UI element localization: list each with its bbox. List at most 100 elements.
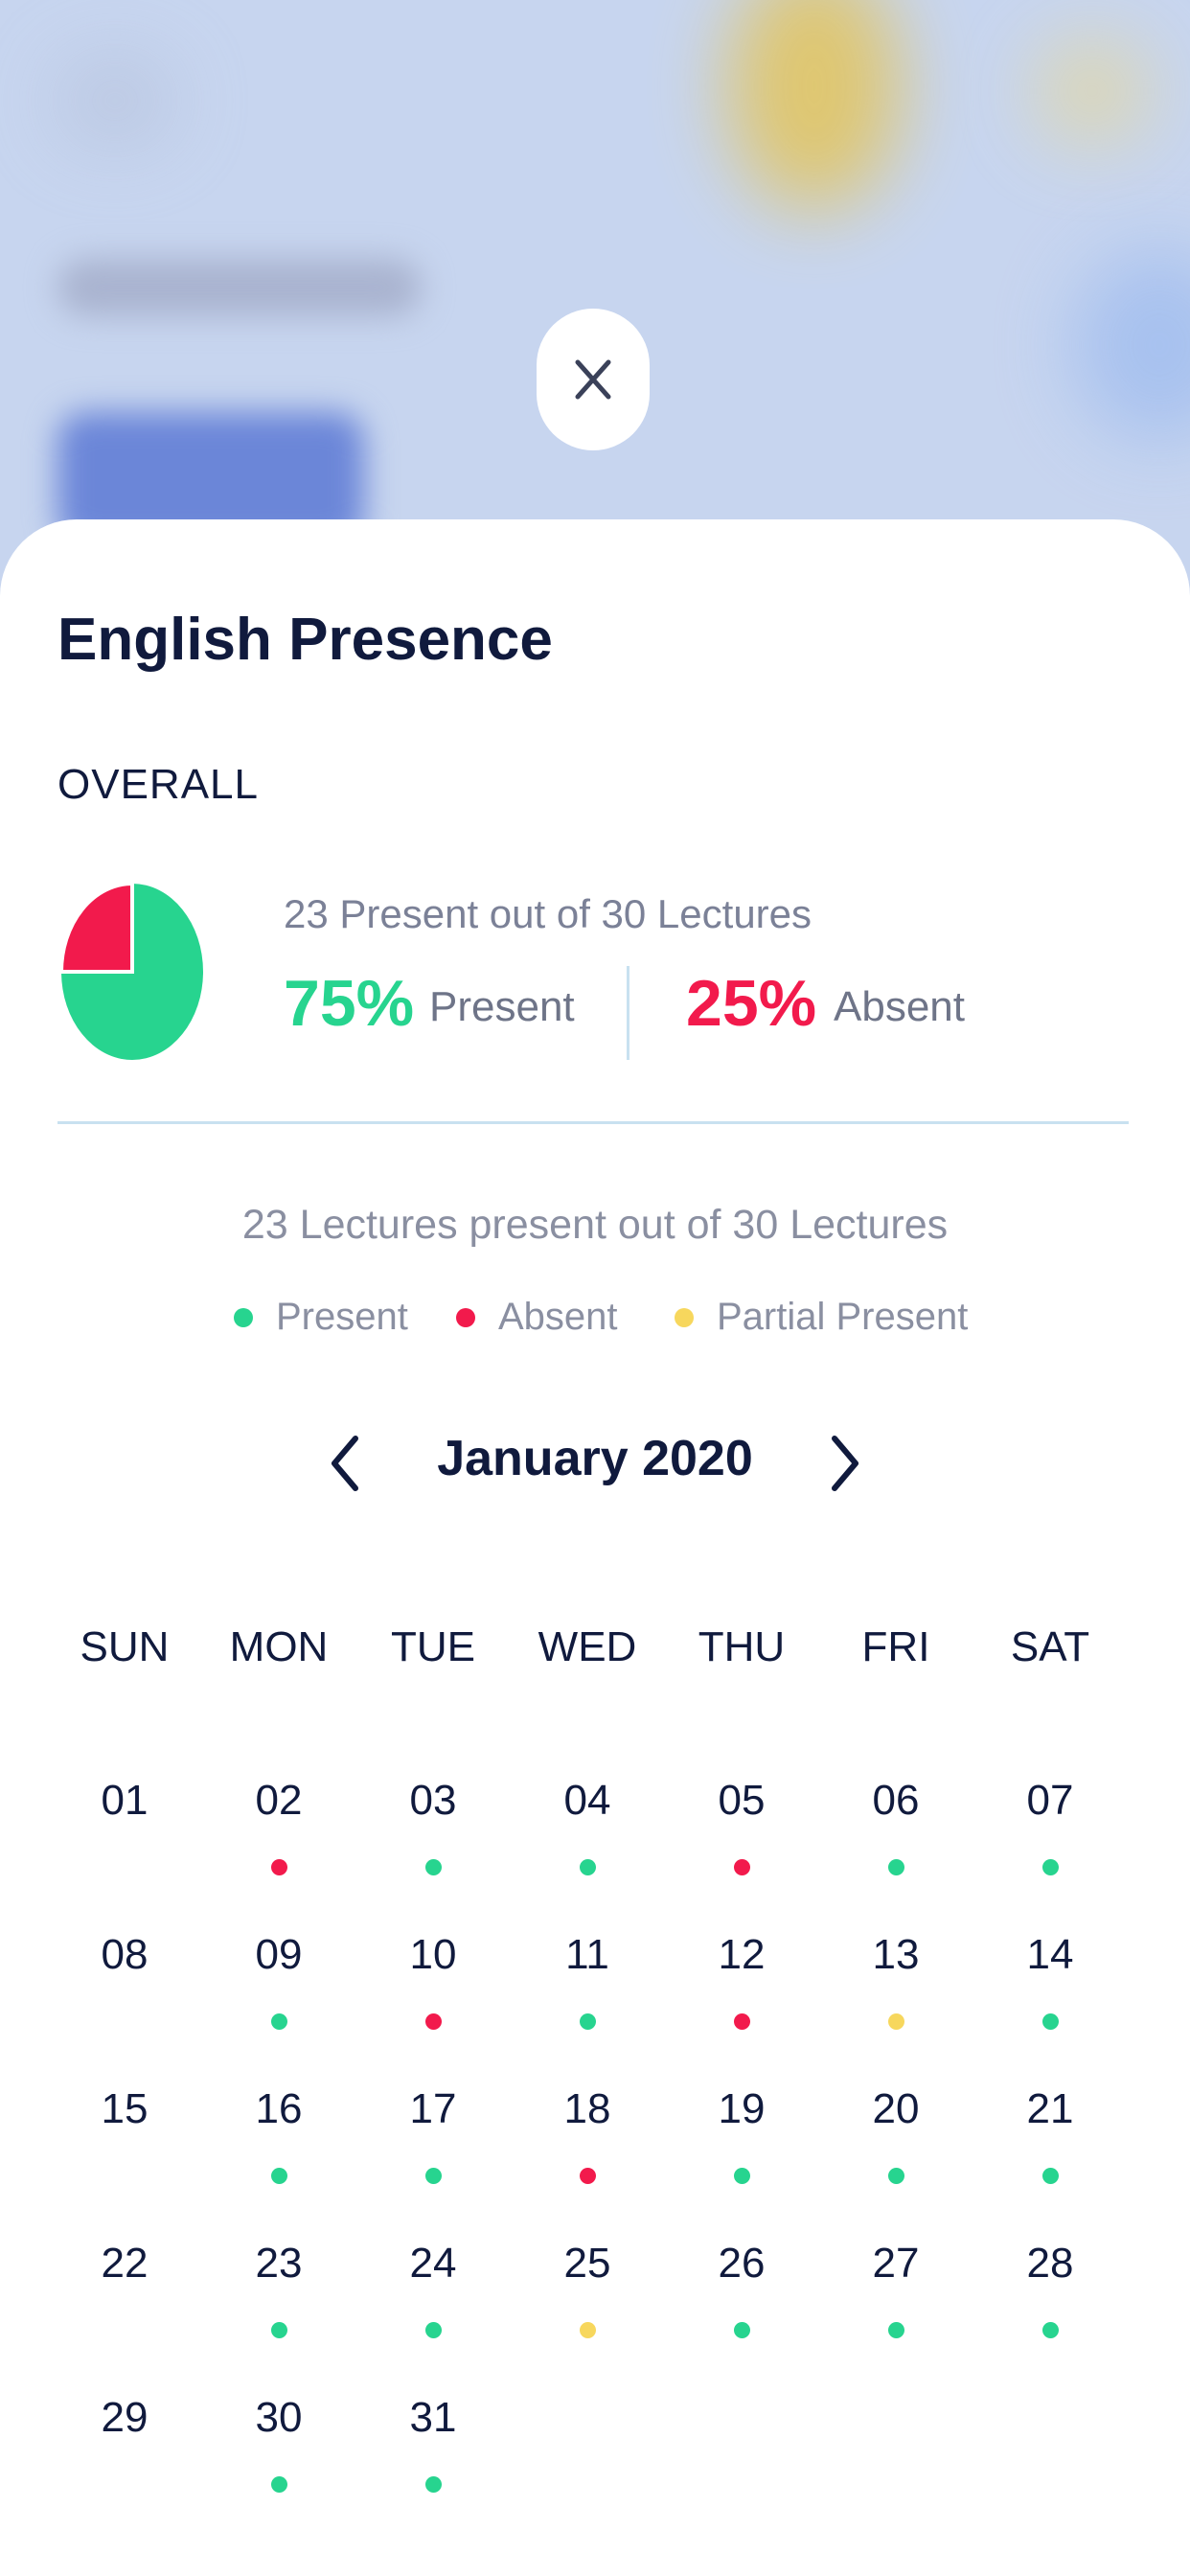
present-dot (424, 2168, 442, 2184)
overall-label: OVERALL (57, 761, 259, 808)
calendar-day[interactable]: 07 (973, 1777, 1127, 1875)
calendar-day[interactable]: 08 (48, 1931, 201, 1979)
day-number: 24 (409, 2240, 457, 2287)
calendar-day[interactable]: 25 (511, 2240, 664, 2338)
day-number: 29 (101, 2394, 149, 2441)
background-blob (728, 0, 901, 211)
calendar-day[interactable]: 13 (819, 1931, 973, 2030)
lectures-summary: 23 Lectures present out of 30 Lectures (241, 1202, 949, 1248)
present-dot (270, 2168, 287, 2184)
absent-label: Absent (834, 983, 965, 1030)
legend-label: Present (276, 1296, 408, 1338)
attendance-sheet: English Presence OVERALL 23 Present out … (0, 519, 1190, 2576)
weekday-sun: SUN (80, 1623, 170, 1670)
calendar-day[interactable]: 10 (356, 1931, 510, 2030)
day-number: 22 (101, 2240, 149, 2287)
present-dot (1041, 2322, 1059, 2338)
present-dot (733, 2168, 750, 2184)
calendar-day[interactable]: 16 (202, 2085, 355, 2184)
calendar-day[interactable]: 04 (511, 1777, 664, 1875)
attendance-pie (59, 882, 203, 1060)
calendar-day[interactable]: 11 (511, 1931, 664, 2030)
calendar-day[interactable]: 14 (973, 1931, 1127, 2030)
absent-dot (270, 1859, 287, 1875)
calendar-day[interactable]: 02 (202, 1777, 355, 1875)
weekday-thu: THU (698, 1623, 786, 1670)
present-dot (234, 1307, 253, 1327)
calendar-day[interactable]: 12 (665, 1931, 818, 2030)
calendar-day[interactable]: 27 (819, 2240, 973, 2338)
absent-dot (733, 2013, 750, 2030)
sheet-title: English Presence (57, 607, 553, 673)
calendar-day[interactable]: 30 (202, 2394, 355, 2493)
present-dot (424, 1859, 442, 1875)
calendar-day[interactable]: 18 (511, 2085, 664, 2184)
day-number: 20 (872, 2085, 920, 2132)
present-dot (270, 2322, 287, 2338)
calendar-day[interactable]: 17 (356, 2085, 510, 2184)
background-blob (1073, 249, 1190, 441)
day-number: 27 (872, 2240, 920, 2287)
absent-dot (579, 2168, 596, 2184)
absent-dot (456, 1307, 475, 1327)
present-dot (579, 1859, 596, 1875)
present-dot (887, 2322, 904, 2338)
present-percentage: 75% (284, 967, 415, 1040)
attendance-summary: 23 Present out of 30 Lectures (284, 891, 812, 936)
calendar-day[interactable]: 31 (356, 2394, 510, 2493)
weekday-wed: WED (538, 1623, 637, 1670)
day-number: 11 (565, 1931, 609, 1978)
chevron-left-icon (332, 1436, 358, 1491)
month-label: January 2020 (437, 1431, 753, 1486)
close-icon (575, 359, 611, 400)
calendar-day[interactable]: 03 (356, 1777, 510, 1875)
legend-present: Present (234, 1296, 408, 1339)
prev-month-button[interactable] (307, 1411, 383, 1516)
calendar-day[interactable]: 22 (48, 2240, 201, 2288)
calendar-day[interactable]: 20 (819, 2085, 973, 2184)
calendar-day[interactable]: 15 (48, 2085, 201, 2133)
day-number: 23 (255, 2240, 303, 2287)
calendar-day[interactable]: 06 (819, 1777, 973, 1875)
calendar-day[interactable]: 09 (202, 1931, 355, 2030)
next-month-button[interactable] (807, 1411, 883, 1516)
day-number: 30 (255, 2394, 303, 2441)
day-number: 28 (1026, 2240, 1074, 2287)
present-dot (424, 2322, 442, 2338)
day-number: 07 (1026, 1777, 1074, 1824)
partial-dot (887, 2013, 904, 2030)
blurred-background (0, 0, 1190, 613)
day-number: 26 (718, 2240, 766, 2287)
calendar-day[interactable]: 19 (665, 2085, 818, 2184)
day-number: 15 (101, 2085, 149, 2132)
day-number: 10 (409, 1931, 457, 1978)
present-label: Present (429, 983, 575, 1030)
day-number: 21 (1026, 2085, 1074, 2132)
calendar-day[interactable]: 28 (973, 2240, 1127, 2338)
background-blob (57, 58, 172, 144)
day-number: 04 (563, 1777, 611, 1824)
absent-dot (424, 2013, 442, 2030)
calendar-day[interactable]: 24 (356, 2240, 510, 2338)
calendar-day[interactable]: 26 (665, 2240, 818, 2338)
stat-divider (627, 966, 629, 1060)
pie-absent-slice (59, 882, 134, 974)
background-text-bar (57, 259, 422, 316)
calendar-day[interactable]: 23 (202, 2240, 355, 2338)
day-number: 02 (255, 1777, 303, 1824)
absent-dot (733, 1859, 750, 1875)
legend-label: Absent (498, 1296, 618, 1338)
day-number: 31 (409, 2394, 457, 2441)
legend-partial: Partial Present (675, 1296, 968, 1339)
calendar-day[interactable]: 01 (48, 1777, 201, 1825)
weekday-mon: MON (229, 1623, 329, 1670)
present-dot (424, 2476, 442, 2493)
calendar-day[interactable]: 21 (973, 2085, 1127, 2184)
calendar-day[interactable]: 29 (48, 2394, 201, 2442)
present-dot (579, 2013, 596, 2030)
close-button[interactable] (537, 309, 650, 450)
present-dot (1041, 1859, 1059, 1875)
partial-dot (579, 2322, 596, 2338)
calendar-day[interactable]: 05 (665, 1777, 818, 1875)
day-number: 16 (255, 2085, 303, 2132)
